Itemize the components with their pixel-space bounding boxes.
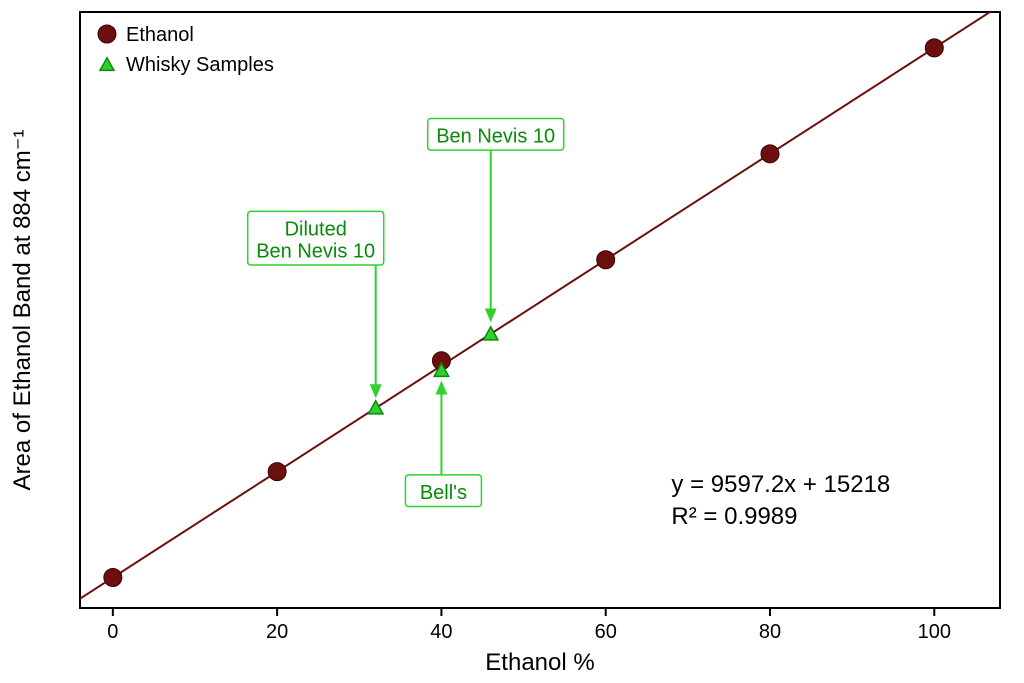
chart-container: 0 20 40 60 80 100 Ethanol % Area of Ethanol Ban… bbox=[0, 0, 1024, 683]
x-tick-label: 40 bbox=[430, 621, 452, 643]
x-tick-label: 80 bbox=[759, 621, 781, 643]
fit-rsquared: R² = 0.9989 bbox=[671, 503, 797, 530]
x-axis-title: Ethanol % bbox=[485, 649, 594, 676]
ethanol-point bbox=[104, 569, 122, 587]
ethanol-point bbox=[268, 463, 286, 481]
annotation-label: Diluted bbox=[285, 218, 347, 240]
annotation-label: Ben Nevis 10 bbox=[256, 240, 375, 262]
legend-marker bbox=[98, 25, 116, 43]
ethanol-point bbox=[925, 39, 943, 57]
x-tick-label: 100 bbox=[918, 621, 951, 643]
legend-label: Ethanol bbox=[126, 24, 194, 46]
y-axis-title: Area of Ethanol Band at 884 cm⁻¹ bbox=[9, 130, 36, 491]
ethanol-point bbox=[761, 145, 779, 163]
chart-svg: 0 20 40 60 80 100 Ethanol % Area of Ethanol Ban… bbox=[0, 0, 1024, 683]
x-tick-label: 60 bbox=[595, 621, 617, 643]
ethanol-point bbox=[597, 251, 615, 269]
annotation-label: Ben Nevis 10 bbox=[436, 125, 555, 147]
fit-equation: y = 9597.2x + 15218 bbox=[671, 471, 890, 498]
legend-label: Whisky Samples bbox=[126, 54, 274, 76]
x-tick-label: 0 bbox=[107, 621, 118, 643]
x-tick-label: 20 bbox=[266, 621, 288, 643]
annotation-label: Bell's bbox=[420, 482, 467, 504]
